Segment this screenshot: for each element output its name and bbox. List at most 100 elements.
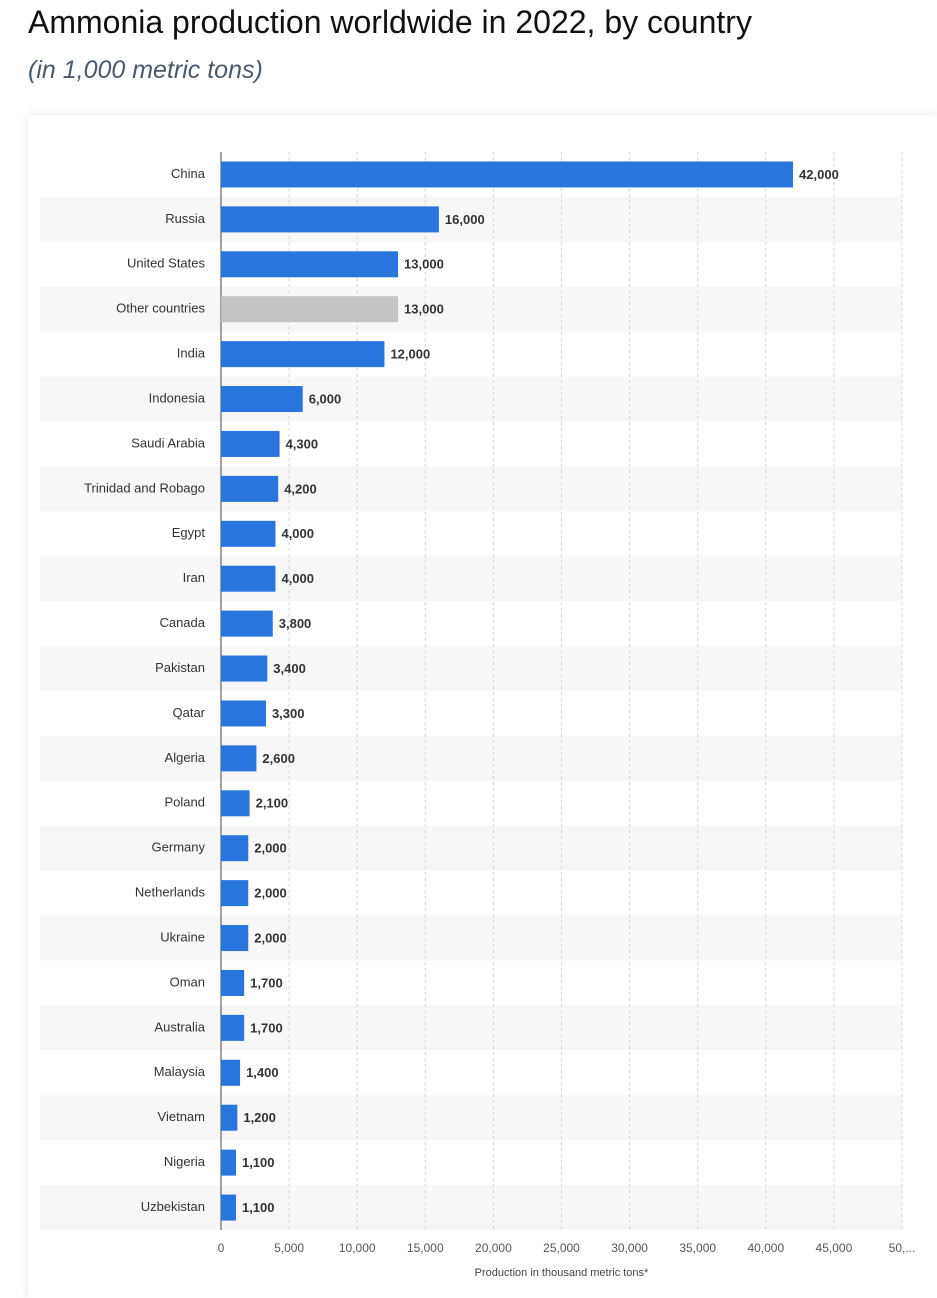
- value-label: 2,600: [262, 751, 295, 766]
- y-tick-label: United States: [127, 256, 206, 271]
- y-tick-label: Uzbekistan: [141, 1199, 205, 1214]
- bar: [221, 745, 257, 772]
- bar: [221, 790, 250, 817]
- value-label: 42,000: [799, 167, 839, 182]
- x-tick-label: 5,000: [274, 1241, 304, 1255]
- value-label: 4,000: [281, 571, 314, 586]
- row-band: [40, 825, 902, 871]
- bar: [221, 341, 385, 368]
- y-tick-label: Netherlands: [135, 885, 206, 900]
- y-tick-label: Qatar: [172, 705, 205, 720]
- bar: [221, 1149, 236, 1176]
- y-tick-label: Poland: [165, 795, 205, 810]
- x-tick-label: 35,000: [679, 1241, 716, 1255]
- y-tick-label: Oman: [170, 974, 205, 989]
- row-band: [40, 915, 902, 961]
- value-label: 1,400: [246, 1065, 279, 1080]
- value-label: 4,300: [286, 436, 319, 451]
- x-axis-label: Production in thousand metric tons*: [475, 1267, 649, 1279]
- y-tick-label: Russia: [165, 211, 206, 226]
- bar: [221, 386, 303, 413]
- bar: [221, 835, 249, 862]
- y-tick-label: Trinidad and Robago: [84, 480, 205, 495]
- value-label: 16,000: [445, 212, 485, 227]
- value-label: 1,100: [242, 1155, 275, 1170]
- bar: [221, 565, 276, 592]
- row-band: [40, 1005, 902, 1051]
- chart-title: Ammonia production worldwide in 2022, by…: [28, 4, 752, 40]
- bar: [221, 880, 249, 907]
- x-tick-label: 40,000: [747, 1241, 784, 1255]
- x-tick-label: 25,000: [543, 1241, 580, 1255]
- chart-subtitle: (in 1,000 metric tons): [28, 56, 263, 84]
- y-tick-label: China: [171, 166, 206, 181]
- bar: [221, 1194, 236, 1221]
- bar: [221, 475, 279, 502]
- y-tick-label: Australia: [154, 1019, 205, 1034]
- value-label: 2,000: [254, 886, 287, 901]
- x-tick-label: 50,...: [889, 1241, 916, 1255]
- bar: [221, 251, 399, 278]
- bar: [221, 161, 794, 188]
- value-label: 3,800: [279, 616, 312, 631]
- y-tick-label: Ukraine: [160, 929, 205, 944]
- bar: [221, 296, 399, 323]
- value-label: 13,000: [404, 257, 444, 272]
- x-tick-label: 15,000: [407, 1241, 444, 1255]
- x-tick-label: 20,000: [475, 1241, 512, 1255]
- row-band: [40, 196, 902, 242]
- value-label: 2,000: [254, 930, 287, 945]
- value-label: 1,200: [243, 1110, 276, 1125]
- bar: [221, 1014, 245, 1041]
- y-tick-label: India: [177, 346, 206, 361]
- row-band: [40, 1095, 902, 1141]
- value-label: 2,000: [254, 841, 287, 856]
- x-tick-label: 30,000: [611, 1241, 648, 1255]
- y-tick-label: Vietnam: [158, 1109, 205, 1124]
- bar: [221, 969, 245, 996]
- row-band: [40, 646, 902, 691]
- bar: [221, 206, 439, 233]
- row-band: [40, 286, 902, 332]
- value-label: 12,000: [390, 347, 430, 362]
- y-tick-label: Egypt: [172, 525, 206, 540]
- value-label: 4,000: [281, 526, 314, 541]
- bar: [221, 1059, 241, 1086]
- bar: [221, 520, 276, 547]
- bar: [221, 925, 249, 952]
- y-tick-label: Malaysia: [154, 1064, 206, 1079]
- y-tick-label: Indonesia: [149, 390, 206, 405]
- value-label: 13,000: [404, 302, 444, 317]
- bar: [221, 610, 273, 637]
- bar: [221, 430, 280, 457]
- y-tick-label: Pakistan: [155, 660, 205, 675]
- row-band: [40, 735, 902, 781]
- y-tick-label: Other countries: [116, 301, 205, 316]
- bar: [221, 655, 268, 682]
- value-label: 1,100: [242, 1200, 275, 1215]
- row-band: [40, 466, 902, 512]
- bar: [221, 1104, 238, 1131]
- y-tick-label: Germany: [152, 840, 206, 855]
- x-tick-label: 0: [218, 1241, 225, 1255]
- y-tick-label: Nigeria: [164, 1154, 206, 1169]
- row-band: [40, 556, 902, 602]
- y-tick-label: Algeria: [165, 750, 206, 765]
- y-tick-label: Canada: [159, 615, 205, 630]
- y-tick-label: Saudi Arabia: [131, 435, 205, 450]
- value-label: 1,700: [250, 1020, 283, 1035]
- value-label: 3,400: [273, 661, 306, 676]
- x-tick-label: 10,000: [339, 1241, 376, 1255]
- value-label: 6,000: [309, 391, 342, 406]
- row-band: [40, 376, 902, 422]
- bar: [221, 700, 266, 727]
- value-label: 1,700: [250, 975, 283, 990]
- x-tick-label: 45,000: [816, 1241, 853, 1255]
- value-label: 2,100: [256, 796, 289, 811]
- row-band: [40, 1185, 902, 1230]
- y-tick-label: Iran: [183, 570, 205, 585]
- value-label: 3,300: [272, 706, 305, 721]
- value-label: 4,200: [284, 481, 317, 496]
